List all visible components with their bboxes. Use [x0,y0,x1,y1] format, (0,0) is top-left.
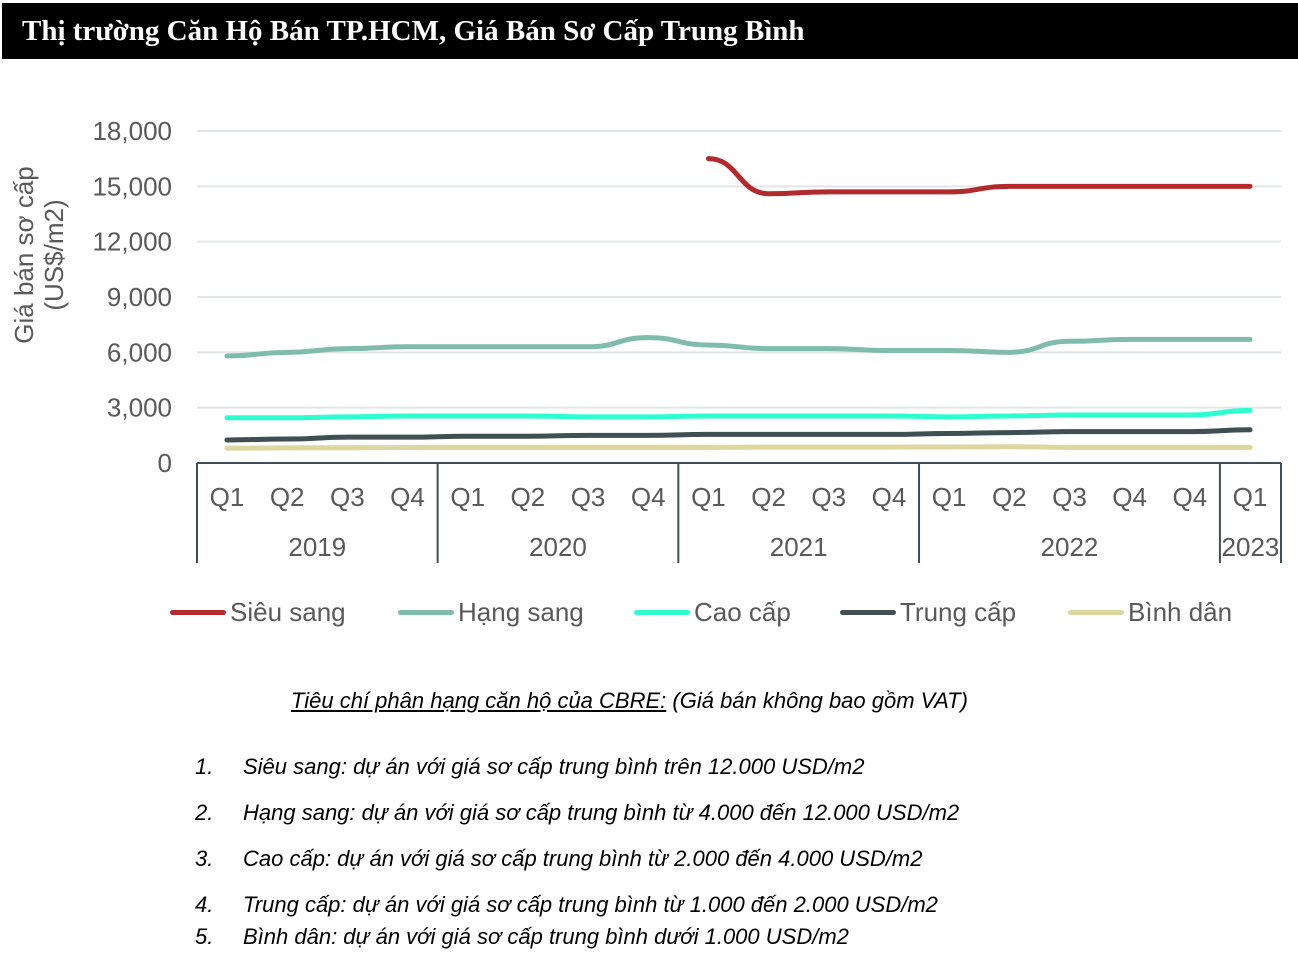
year-label: 2020 [529,532,587,562]
legend-label: Hạng sang [458,597,584,627]
legend-label: Siêu sang [230,597,346,627]
legend-swatch [840,610,896,615]
x-tick-label: Q2 [992,482,1027,512]
series-line [224,407,1253,421]
x-tick-label: Q1 [210,482,245,512]
x-tick-label: Q2 [511,482,546,512]
x-tick-label: Q3 [330,482,365,512]
x-tick-label: Q3 [1052,482,1087,512]
legend-item: Hạng sang [398,597,584,628]
x-tick-label: Q4 [390,482,425,512]
x-tick-label: Q1 [932,482,967,512]
x-tick-label: Q1 [1233,482,1268,512]
y-tick-label: 0 [158,448,172,478]
x-tick-label: Q4 [872,482,907,512]
legend: Siêu sang Hạng sang Cao cấp Trung cấp Bình d… [0,597,1298,631]
x-tick-label: Q4 [631,482,666,512]
x-tick-label: Q2 [270,482,305,512]
y-tick-label: 18,000 [92,116,172,146]
legend-label: Cao cấp [694,597,791,627]
series-line [224,444,1253,451]
criteria-heading: Tiêu chí phân hạng căn hộ của CBRE: [291,688,667,713]
legend-label: Trung cấp [900,597,1017,627]
legend-label: Bình dân [1128,597,1233,627]
legend-swatch [170,610,226,615]
series-line [705,156,1253,197]
criteria-title: Tiêu chí phân hạng căn hộ của CBRE: (Giá… [291,688,968,714]
legend-item: Cao cấp [634,597,791,628]
x-tick-label: Q4 [1112,482,1147,512]
legend-item: Bình dân [1068,597,1232,628]
criteria-vat-note: (Giá bán không bao gồm VAT) [666,688,968,713]
criteria-item: 1. Siêu sang: dự án với giá sơ cấp trung … [195,754,865,779]
line-chart: 0 3,000 6,000 9,000 12,000 15,000 18,000 Giá bá… [9,116,1282,563]
criteria-item: 3. Cao cấp: dự án với giá sơ cấp trung bì… [195,846,923,871]
year-label: 2019 [288,532,346,562]
legend-item: Siêu sang [170,597,346,628]
series-line [224,427,1253,443]
y-tick-label: 9,000 [107,282,172,312]
x-tick-label: Q3 [811,482,846,512]
x-tick-label: Q1 [691,482,726,512]
y-tick-label: 12,000 [92,227,172,257]
criteria-item: 5. Bình dân: dự án với giá sơ cấp trung b… [195,924,849,949]
year-label: 2022 [1041,532,1099,562]
x-tick-label: Q3 [571,482,606,512]
chart-title: Thị trường Căn Hộ Bán TP.HCM, Giá Bán Sơ… [2,3,1298,59]
y-tick-label: 6,000 [107,337,172,367]
legend-swatch [1068,610,1124,615]
legend-item: Trung cấp [840,597,1016,628]
criteria-item: 2. Hạng sang: dự án với giá sơ cấp trung … [195,800,960,825]
x-tick-label: Q4 [1172,482,1207,512]
criteria-item: 4. Trung cấp: dự án với giá sơ cấp trung … [195,892,938,917]
year-label: 2023 [1222,532,1280,562]
y-tick-label: 3,000 [107,393,172,423]
series-line [224,335,1253,359]
year-label: 2021 [770,532,828,562]
legend-swatch [398,610,454,615]
x-tick-label: Q2 [751,482,786,512]
x-tick-label: Q1 [450,482,485,512]
y-axis-label: Giá bán sơ cấp(US$/m2) [9,166,69,343]
y-tick-label: 15,000 [92,171,172,201]
legend-swatch [634,610,690,615]
